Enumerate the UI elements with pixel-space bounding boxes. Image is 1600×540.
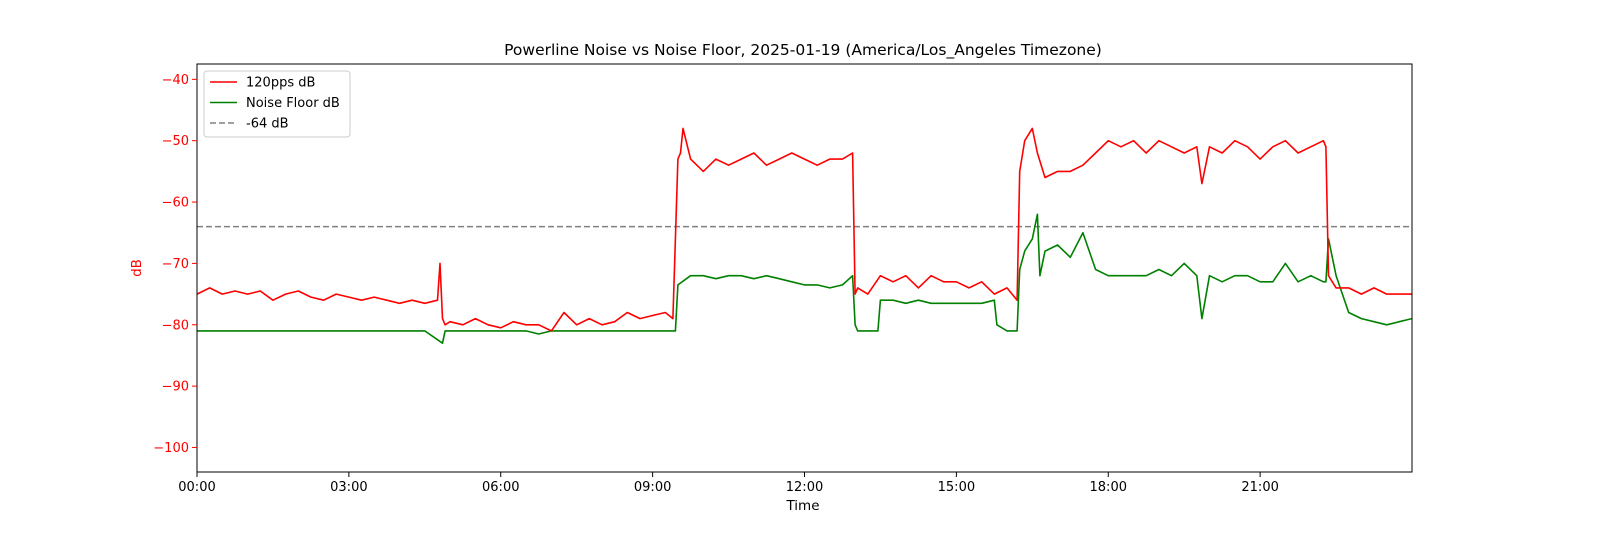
legend: 120pps dB Noise Floor dB -64 dB [203, 70, 351, 138]
chart-title: Powerline Noise vs Noise Floor, 2025-01-… [504, 41, 1102, 60]
y-tick-label: −70 [162, 257, 189, 272]
legend-box [203, 70, 351, 138]
legend-label: -64 dB [246, 117, 289, 132]
x-tick-label: 03:00 [330, 480, 367, 495]
x-tick-label: 18:00 [1090, 480, 1127, 495]
x-tick-label: 06:00 [482, 480, 519, 495]
y-tick-label: −90 [162, 380, 189, 395]
series-line-0 [197, 127, 1412, 332]
x-tick-label: 15:00 [938, 480, 975, 495]
y-tick-label: −100 [153, 441, 189, 456]
x-tick-label: 21:00 [1241, 480, 1278, 495]
y-tick-label: −40 [162, 73, 189, 88]
legend-label: 120pps dB [246, 76, 315, 91]
y-tick-label: −50 [162, 134, 189, 149]
axes: 00:00 03:00 06:00 09:00 12:00 15:00 18:00 21:00… [153, 63, 1413, 495]
y-tick-label: −60 [162, 196, 189, 211]
legend-label: Noise Floor dB [246, 96, 340, 111]
x-axis-title: Time [785, 498, 819, 514]
y-tick-label: −80 [162, 318, 189, 333]
y-axis-title: dB [129, 259, 145, 277]
x-tick-label: 00:00 [178, 480, 215, 495]
plot-area [197, 127, 1412, 344]
x-tick-label: 12:00 [786, 480, 823, 495]
x-tick-label: 09:00 [634, 480, 671, 495]
series-line-1 [197, 213, 1412, 344]
